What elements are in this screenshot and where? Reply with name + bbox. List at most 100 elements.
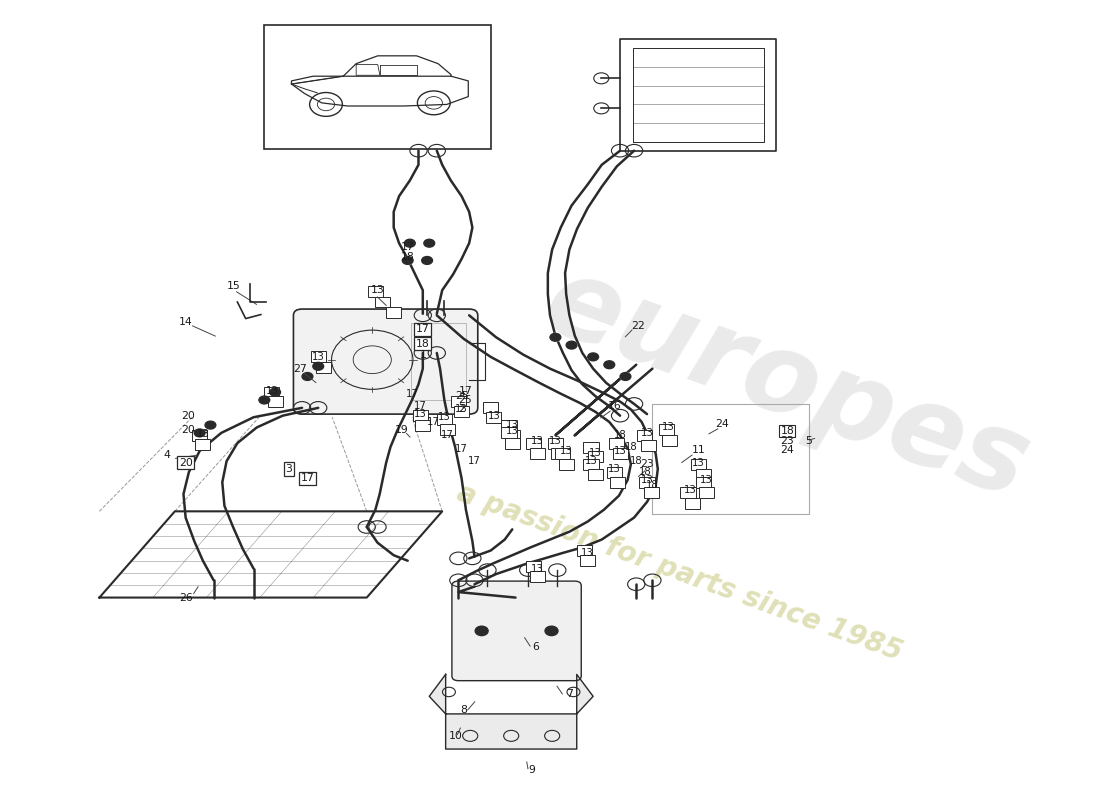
- Bar: [529, 448, 544, 459]
- Circle shape: [587, 353, 598, 361]
- Text: 13: 13: [662, 422, 675, 433]
- Bar: [264, 26, 491, 149]
- Text: 13: 13: [487, 410, 500, 421]
- Circle shape: [405, 239, 416, 247]
- Bar: [502, 419, 517, 430]
- Text: 17: 17: [427, 417, 440, 427]
- Text: 18: 18: [614, 430, 626, 440]
- Text: 18: 18: [646, 480, 659, 490]
- Bar: [583, 442, 598, 453]
- Bar: [505, 430, 520, 441]
- Bar: [659, 424, 674, 435]
- Text: 4: 4: [164, 450, 170, 460]
- Text: 13: 13: [640, 475, 653, 485]
- Text: 13: 13: [700, 475, 713, 485]
- Text: europes: europes: [531, 247, 1044, 522]
- Text: 17: 17: [469, 456, 481, 466]
- Text: 20: 20: [182, 410, 195, 421]
- Circle shape: [421, 257, 432, 264]
- Bar: [310, 351, 326, 362]
- Text: 17: 17: [441, 430, 454, 440]
- Text: 16: 16: [608, 402, 622, 411]
- Bar: [609, 438, 625, 449]
- Text: 18: 18: [402, 252, 415, 262]
- Text: 17: 17: [459, 386, 472, 395]
- Circle shape: [587, 353, 598, 361]
- Text: 23: 23: [780, 436, 794, 446]
- Text: 24: 24: [716, 418, 729, 429]
- Bar: [196, 439, 210, 450]
- Circle shape: [405, 239, 416, 247]
- Text: 13: 13: [588, 448, 602, 458]
- Text: 13: 13: [265, 386, 278, 395]
- Text: 3: 3: [286, 464, 293, 474]
- Bar: [505, 438, 520, 449]
- Circle shape: [424, 239, 434, 247]
- Circle shape: [566, 341, 578, 349]
- Circle shape: [604, 361, 615, 369]
- Text: 13: 13: [197, 430, 209, 439]
- Text: 18: 18: [638, 467, 651, 477]
- Text: 13: 13: [530, 436, 543, 446]
- Circle shape: [475, 626, 488, 635]
- Text: 11: 11: [692, 445, 705, 455]
- Circle shape: [302, 373, 312, 380]
- Circle shape: [195, 429, 205, 437]
- Text: 14: 14: [179, 317, 192, 326]
- Circle shape: [205, 421, 216, 429]
- Bar: [386, 306, 402, 318]
- Text: 13: 13: [438, 412, 451, 422]
- Bar: [267, 396, 283, 407]
- Text: 13: 13: [455, 405, 468, 414]
- Circle shape: [270, 388, 280, 396]
- Text: 17: 17: [402, 242, 415, 252]
- Text: 18: 18: [416, 338, 430, 349]
- Text: 17: 17: [406, 389, 418, 398]
- Circle shape: [312, 362, 323, 370]
- Text: 6: 6: [532, 642, 539, 652]
- Text: 5: 5: [805, 436, 812, 446]
- Bar: [316, 362, 331, 373]
- Circle shape: [544, 626, 558, 635]
- Text: 19: 19: [395, 425, 408, 434]
- Text: 13: 13: [692, 458, 705, 468]
- Bar: [607, 466, 623, 478]
- Bar: [559, 459, 574, 470]
- Text: 13: 13: [582, 548, 594, 558]
- Circle shape: [403, 257, 414, 264]
- Bar: [695, 469, 711, 480]
- Text: 7: 7: [566, 689, 573, 699]
- Bar: [698, 487, 714, 498]
- Circle shape: [205, 421, 216, 429]
- Bar: [192, 430, 207, 441]
- Text: 26: 26: [179, 593, 192, 602]
- Text: 15: 15: [228, 282, 241, 291]
- Bar: [414, 410, 428, 421]
- Bar: [483, 402, 498, 414]
- Bar: [486, 412, 502, 422]
- Text: 13: 13: [560, 446, 572, 456]
- Text: 24: 24: [780, 445, 794, 455]
- Text: 13: 13: [506, 426, 518, 436]
- Bar: [526, 438, 541, 449]
- Bar: [640, 440, 656, 451]
- Text: a passion for parts since 1985: a passion for parts since 1985: [453, 478, 906, 666]
- Bar: [578, 545, 592, 556]
- Text: 2: 2: [459, 405, 465, 414]
- Text: 18: 18: [630, 456, 642, 466]
- Circle shape: [424, 239, 434, 247]
- Circle shape: [620, 373, 630, 380]
- Text: 9: 9: [528, 765, 535, 775]
- Bar: [367, 286, 383, 298]
- Bar: [437, 414, 452, 425]
- Circle shape: [302, 373, 312, 380]
- Circle shape: [195, 429, 205, 437]
- Text: 13: 13: [530, 563, 543, 574]
- FancyBboxPatch shape: [452, 581, 581, 681]
- Text: 13: 13: [584, 456, 597, 466]
- Text: 13: 13: [608, 464, 622, 474]
- Bar: [637, 430, 652, 441]
- Bar: [551, 448, 566, 459]
- Text: 13: 13: [684, 485, 696, 495]
- Text: 13: 13: [312, 352, 324, 362]
